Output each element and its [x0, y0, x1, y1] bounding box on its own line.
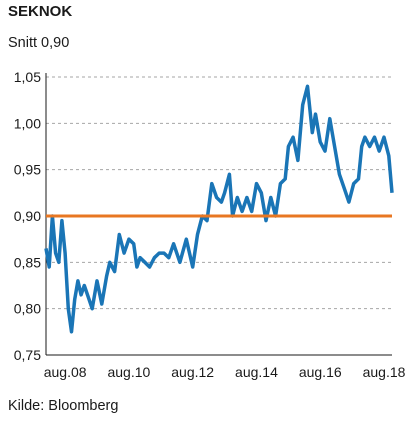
x-tick-label: aug.16 [299, 364, 342, 380]
y-tick-label: 1,05 [14, 69, 41, 85]
x-tick-label: aug.18 [363, 364, 406, 380]
seknok-rate-line [44, 84, 394, 334]
y-tick-label: 0,80 [14, 301, 41, 317]
y-tick-label: 0,90 [14, 208, 41, 224]
y-tick-label: 0,75 [14, 347, 41, 363]
chart-title: SEKNOK [8, 3, 73, 20]
y-tick-label: 0,85 [14, 254, 41, 270]
chart-source: Kilde: Bloomberg [8, 398, 119, 414]
y-tick-label: 1,00 [14, 115, 41, 131]
x-tick-label: aug.14 [235, 364, 278, 380]
chart-subtitle: Snitt 0,90 [8, 35, 70, 51]
x-tick-label: aug.10 [107, 364, 150, 380]
y-tick-label: 0,95 [14, 162, 41, 178]
x-tick-label: aug.12 [171, 364, 214, 380]
x-tick-label: aug.08 [44, 364, 87, 380]
